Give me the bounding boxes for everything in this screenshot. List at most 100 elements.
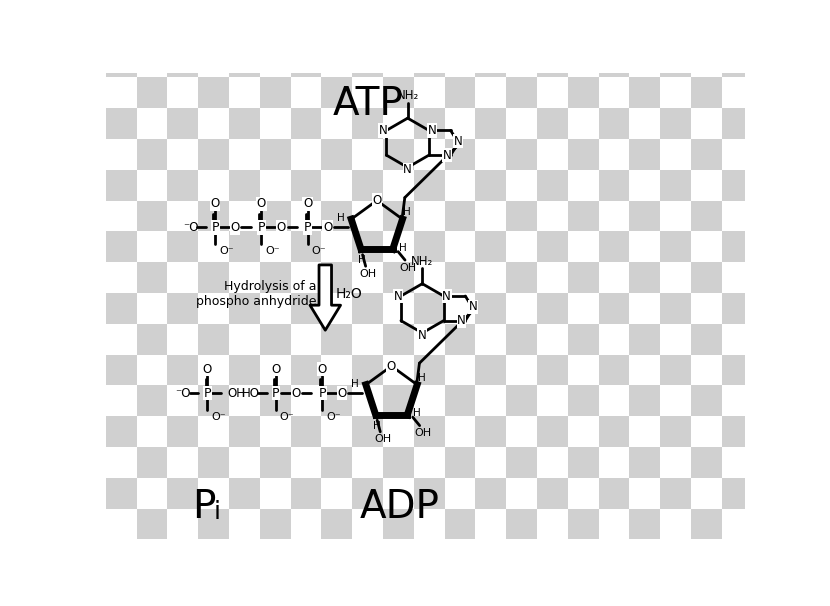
Bar	[198, 170, 229, 201]
Bar	[414, 478, 445, 508]
Bar	[290, 47, 321, 78]
Text: O⁻: O⁻	[266, 247, 280, 256]
Bar	[168, 201, 198, 231]
Text: O⁻: O⁻	[326, 412, 340, 422]
Bar	[168, 16, 198, 47]
Bar	[691, 201, 722, 231]
Bar	[229, 293, 260, 324]
Bar	[598, 170, 629, 201]
Bar	[537, 16, 568, 47]
Bar	[383, 262, 414, 293]
Bar	[260, 447, 290, 478]
Bar	[321, 416, 352, 447]
Bar	[260, 262, 290, 293]
Bar	[476, 108, 506, 139]
Bar	[629, 170, 660, 201]
Bar	[383, 416, 414, 447]
Bar	[445, 508, 476, 539]
Bar	[198, 139, 229, 170]
Bar	[168, 447, 198, 478]
Bar	[753, 293, 784, 324]
Bar	[321, 293, 352, 324]
Text: H: H	[417, 373, 426, 383]
Bar	[660, 478, 691, 508]
Bar	[414, 78, 445, 108]
Bar	[414, 16, 445, 47]
Bar	[537, 385, 568, 416]
Bar	[383, 16, 414, 47]
Bar	[598, 108, 629, 139]
Bar	[137, 262, 168, 293]
Bar	[598, 508, 629, 539]
Bar	[629, 385, 660, 416]
Bar	[198, 324, 229, 355]
Text: O: O	[203, 362, 212, 376]
Text: H: H	[358, 255, 366, 265]
Bar	[537, 262, 568, 293]
Bar	[506, 170, 537, 201]
Bar	[598, 262, 629, 293]
Bar	[722, 170, 753, 201]
Bar	[629, 108, 660, 139]
Bar	[321, 324, 352, 355]
Bar	[168, 508, 198, 539]
Bar	[722, 139, 753, 170]
Text: P: P	[304, 221, 311, 234]
Bar	[537, 78, 568, 108]
Text: O: O	[338, 387, 347, 399]
Bar	[198, 385, 229, 416]
Bar	[321, 47, 352, 78]
Bar	[598, 478, 629, 508]
Bar	[691, 262, 722, 293]
Bar	[383, 508, 414, 539]
Bar	[568, 78, 598, 108]
Bar	[722, 508, 753, 539]
Text: O: O	[271, 362, 281, 376]
Bar	[445, 47, 476, 78]
Bar	[753, 108, 784, 139]
Bar	[290, 385, 321, 416]
Bar	[445, 385, 476, 416]
Bar	[476, 324, 506, 355]
Bar	[722, 108, 753, 139]
Bar	[691, 293, 722, 324]
Bar	[321, 139, 352, 170]
Bar	[506, 139, 537, 170]
Bar	[137, 447, 168, 478]
Bar	[568, 47, 598, 78]
Bar	[168, 139, 198, 170]
Bar	[198, 47, 229, 78]
Bar	[537, 170, 568, 201]
Bar	[198, 262, 229, 293]
Bar	[137, 293, 168, 324]
Bar	[414, 416, 445, 447]
Bar	[568, 355, 598, 385]
Bar	[691, 416, 722, 447]
Bar	[352, 47, 383, 78]
Bar	[229, 447, 260, 478]
Bar	[137, 355, 168, 385]
Bar	[137, 324, 168, 355]
Bar	[137, 416, 168, 447]
Bar	[568, 447, 598, 478]
Bar	[229, 47, 260, 78]
Bar	[168, 231, 198, 262]
Bar	[290, 139, 321, 170]
Bar	[660, 201, 691, 231]
Bar	[198, 416, 229, 447]
Text: ⁻O: ⁻O	[183, 221, 198, 234]
Bar	[260, 355, 290, 385]
Bar	[506, 47, 537, 78]
Bar	[445, 170, 476, 201]
Bar	[445, 293, 476, 324]
Bar	[137, 508, 168, 539]
Bar	[506, 478, 537, 508]
Bar	[106, 508, 137, 539]
Bar	[198, 16, 229, 47]
Text: P: P	[203, 387, 211, 399]
Bar	[321, 231, 352, 262]
Bar	[691, 508, 722, 539]
Bar	[383, 47, 414, 78]
Bar	[260, 478, 290, 508]
Bar	[506, 78, 537, 108]
